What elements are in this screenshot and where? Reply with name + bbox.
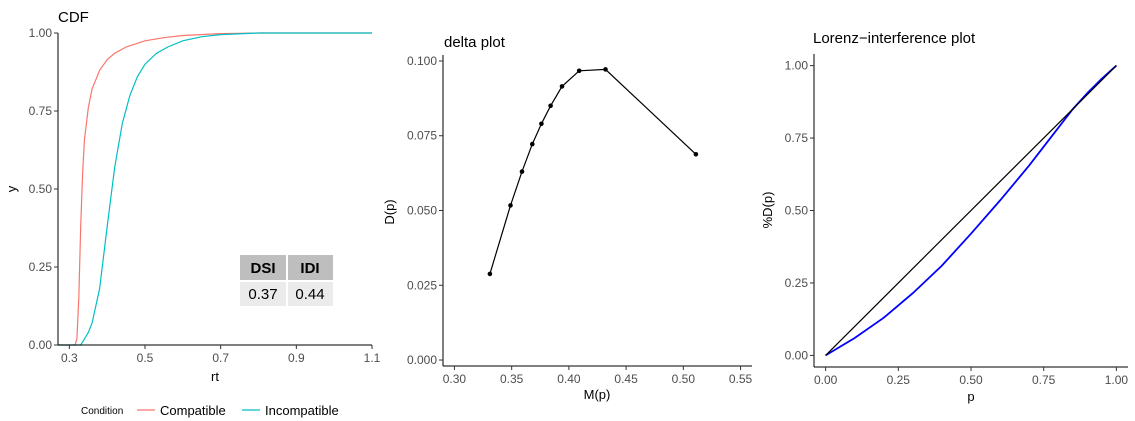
cdf-y-tick-label: 0.00 — [29, 338, 53, 352]
delta-data-point — [548, 103, 553, 109]
delta-series-line-0 — [489, 68, 697, 275]
cdf-x-tick-label: 0.5 — [137, 351, 154, 365]
delta-x-tick-label: 0.50 — [672, 372, 696, 386]
legend-label-incompatible: Incompatible — [265, 403, 339, 418]
delta-x-tick-label: 0.30 — [443, 372, 467, 386]
lorenz-y-axis-label: %D(p) — [760, 192, 775, 229]
table-value-cell — [288, 282, 333, 306]
delta-data-point — [519, 169, 525, 174]
delta-y-tick-label: 0.000 — [407, 353, 437, 367]
table-value-cell — [240, 282, 286, 306]
lorenz-x-tick-label: 0.00 — [814, 373, 838, 387]
lorenz-series-line-0 — [825, 64, 1117, 357]
table-header-dsi: DSI — [250, 260, 275, 277]
delta-x-tick-label: 0.45 — [614, 372, 638, 386]
table-header-cell — [288, 255, 333, 280]
legend-label-compatible: Compatible — [160, 403, 226, 418]
cdf-y-tick-label: 0.50 — [29, 182, 53, 196]
table-value-idi: 0.44 — [295, 286, 324, 303]
lorenz-y-tick-label: 0.25 — [785, 276, 809, 290]
cdf-y-tick-label: 1.00 — [29, 26, 53, 40]
table-header-idi: IDI — [300, 260, 319, 277]
cdf-x-tick-label: 1.1 — [364, 351, 381, 365]
cdf-y-tick-label: 0.25 — [29, 260, 53, 274]
delta-y-axis-label: D(p) — [382, 199, 397, 224]
delta-data-point — [559, 84, 565, 89]
cdf-y-axis-label: y — [4, 185, 19, 192]
lorenz-x-tick-label: 0.50 — [959, 373, 983, 387]
lorenz-x-tick-label: 0.75 — [1032, 373, 1056, 387]
lorenz-y-tick-label: 0.75 — [785, 131, 809, 145]
delta-title: delta plot — [444, 34, 506, 51]
cdf-x-axis-label: rt — [211, 369, 219, 384]
delta-y-tick-label: 0.100 — [407, 54, 437, 68]
index-table: DSI IDI 0.37 0.44 — [240, 255, 333, 306]
delta-panel: delta plot 0.30 0.35 0.40 0.45 0.50 0.55 0.000… — [382, 34, 753, 402]
delta-data-point — [539, 121, 544, 127]
delta-x-tick-label: 0.35 — [500, 372, 524, 386]
delta-x-tick-label: 0.40 — [557, 372, 581, 386]
table-header-cell — [240, 255, 286, 280]
delta-data-point — [576, 68, 582, 74]
lorenz-panel: Lorenz−interference plot 0.00 0.25 0.50 0.7… — [760, 30, 1128, 404]
lorenz-x-tick-label: 1.00 — [1105, 373, 1129, 387]
delta-data-point — [530, 141, 535, 147]
delta-data-point — [693, 152, 699, 157]
cdf-x-tick-label: 0.3 — [61, 351, 78, 365]
delta-x-tick-label: 0.55 — [729, 372, 753, 386]
lorenz-x-tick-label: 0.25 — [887, 373, 911, 387]
lorenz-x-axis-label: p — [967, 389, 974, 404]
lorenz-y-tick-label: 0.00 — [785, 348, 809, 362]
cdf-x-tick-label: 0.7 — [212, 351, 229, 365]
cdf-title: CDF — [58, 9, 89, 26]
lorenz-series-line-1 — [825, 65, 1117, 356]
cdf-series-line-1 — [58, 32, 372, 346]
legend: Condition Compatible Incompatible — [81, 403, 339, 418]
delta-y-tick-label: 0.025 — [407, 278, 437, 292]
delta-y-tick-label: 0.075 — [407, 129, 437, 143]
delta-data-point — [487, 271, 493, 277]
cdf-series-line-0 — [58, 32, 372, 346]
delta-data-point — [603, 67, 608, 72]
table-value-dsi: 0.37 — [248, 286, 277, 303]
delta-y-tick-label: 0.050 — [407, 204, 437, 218]
legend-title: Condition — [81, 406, 123, 417]
delta-data-point — [508, 203, 513, 208]
lorenz-y-tick-label: 1.00 — [785, 59, 809, 73]
lorenz-title: Lorenz−interference plot — [813, 30, 976, 47]
cdf-y-tick-label: 0.75 — [29, 104, 53, 118]
lorenz-y-tick-label: 0.50 — [785, 204, 809, 218]
delta-x-axis-label: M(p) — [584, 387, 611, 402]
cdf-panel: CDF 0.3 0.5 0.7 0.9 1.10.000.250.500.751.00 … — [4, 9, 381, 418]
cdf-x-tick-label: 0.9 — [288, 351, 305, 365]
